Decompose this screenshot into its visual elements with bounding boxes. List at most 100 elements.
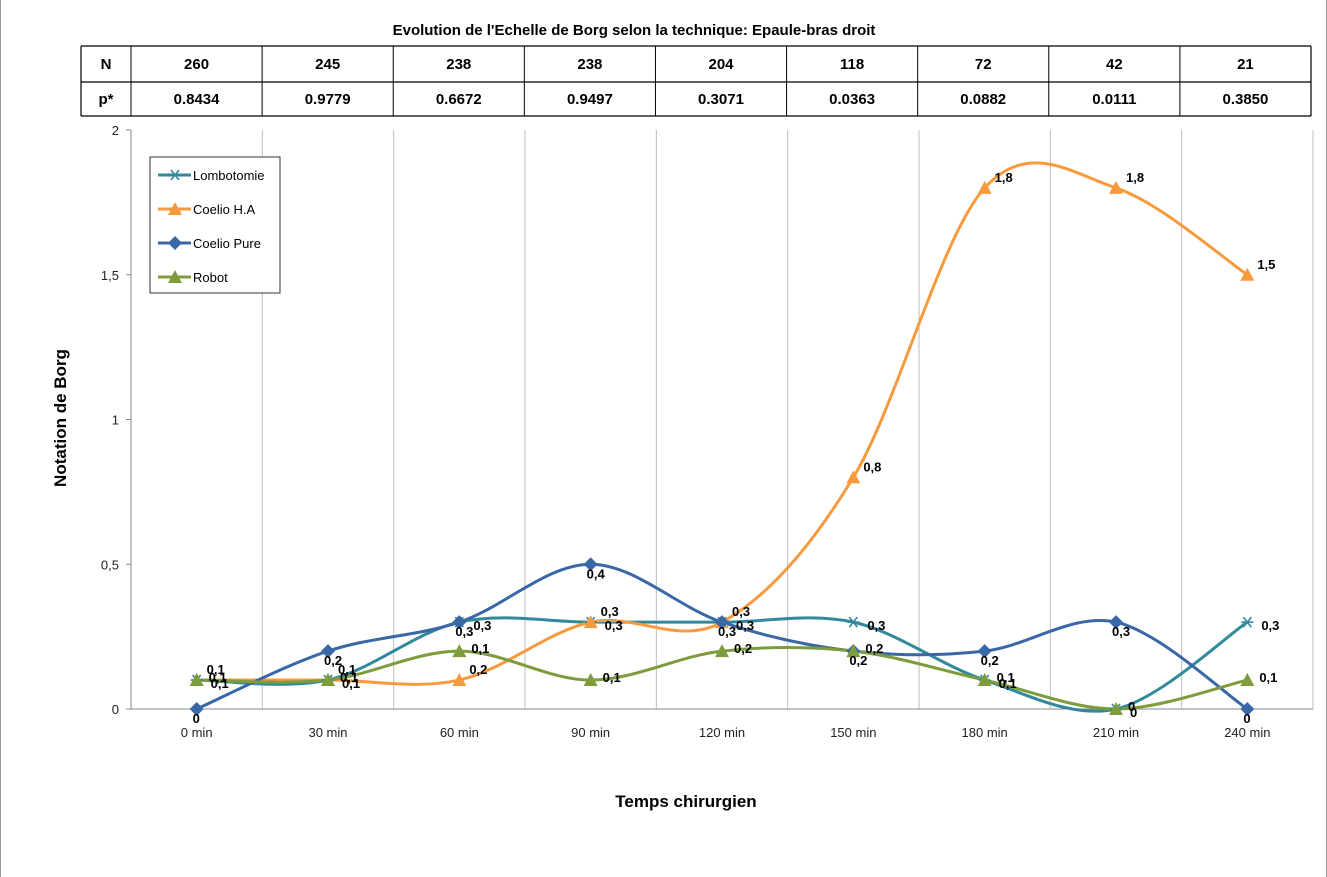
data-label: 0,3 <box>718 624 736 639</box>
data-label: 0,3 <box>1112 624 1130 639</box>
data-point-marker <box>168 202 182 215</box>
table-cell-p: 0.8434 <box>174 91 221 108</box>
marker-stroke <box>1242 616 1252 628</box>
legend-label: Coelio Pure <box>193 236 261 251</box>
x-tick-label: 150 min <box>830 725 876 740</box>
data-point-marker <box>452 673 467 687</box>
x-tick-label: 240 min <box>1224 725 1270 740</box>
chart-title: Evolution de l'Echelle de Borg selon la … <box>393 22 876 39</box>
data-label: 0,1 <box>340 670 358 685</box>
data-point-marker <box>452 644 467 658</box>
data-label: 0 <box>1128 699 1135 714</box>
data-label: 0,3 <box>455 624 473 639</box>
data-label: 0,2 <box>324 653 342 668</box>
data-point-marker <box>189 702 204 716</box>
marker-stroke <box>848 616 858 628</box>
table-cell-p: 0.0111 <box>1092 91 1136 108</box>
data-label: 0,1 <box>997 670 1015 685</box>
y-tick-label: 1 <box>112 413 119 428</box>
data-point-marker <box>583 557 598 572</box>
legend-label: Robot <box>193 270 228 285</box>
data-label: 0,1 <box>338 662 356 677</box>
data-point-marker <box>715 644 729 658</box>
y-tick-label: 1,5 <box>101 268 119 283</box>
data-point-marker <box>583 615 598 629</box>
data-point-marker <box>847 616 860 628</box>
data-label: 0,2 <box>734 641 752 656</box>
y-axis-title: Notation de Borg <box>51 349 70 487</box>
data-label: 0,3 <box>867 618 885 633</box>
data-label: 0,1 <box>1259 670 1277 685</box>
legend-label: Coelio H.A <box>193 202 255 217</box>
legend-label: Lombotomie <box>193 168 265 183</box>
x-tick-label: 120 min <box>699 725 745 740</box>
data-label: 1,8 <box>995 170 1013 185</box>
x-tick-label: 180 min <box>962 725 1008 740</box>
data-label: 0,1 <box>471 641 489 656</box>
table-row-label-n: N <box>101 56 112 73</box>
data-label: 0,3 <box>732 604 750 619</box>
data-point-marker <box>1109 615 1123 630</box>
table-cell-p: 0.3850 <box>1222 91 1268 108</box>
data-point-marker <box>321 673 335 687</box>
data-point-marker <box>1240 702 1255 716</box>
data-point-marker <box>977 180 992 194</box>
table-cell-n: 238 <box>577 56 602 73</box>
data-label: 0,2 <box>865 641 883 656</box>
data-point-marker <box>1240 673 1255 687</box>
data-point-marker <box>977 673 992 687</box>
table-cell-p: 0.9497 <box>567 91 613 108</box>
legend: Lombotomie Coelio H.A Coelio Pure Robot <box>149 156 281 294</box>
series-lines <box>189 161 1255 716</box>
table-cell-n: 42 <box>1106 56 1123 73</box>
data-point-marker <box>169 169 181 181</box>
table-row-label-p: p* <box>99 91 114 108</box>
data-label: 0,1 <box>207 662 225 677</box>
table-cell-n: 21 <box>1237 56 1254 73</box>
data-point-marker <box>715 615 729 630</box>
data-point-marker <box>168 236 182 250</box>
data-label: 0,3 <box>736 618 754 633</box>
grid-lines <box>261 130 1314 709</box>
data-point-marker <box>452 615 467 630</box>
data-label: 0,2 <box>849 653 867 668</box>
data-label: 1,8 <box>1126 170 1144 185</box>
table-cell-p: 0.9779 <box>305 91 351 108</box>
data-point-marker <box>1109 180 1123 194</box>
table-cell-n: 204 <box>708 56 734 73</box>
data-label: 0 <box>1130 705 1137 720</box>
table-cell-n: 260 <box>184 56 209 73</box>
axes: 0 0,5 1 1,5 2 0 min 30 min 60 min 90 min 120 min 1… <box>101 123 1313 740</box>
x-tick-label: 90 min <box>571 725 610 740</box>
data-point-marker <box>1109 702 1123 715</box>
data-label: 0,3 <box>473 618 491 633</box>
data-point-marker <box>846 644 861 658</box>
table-cell-n: 238 <box>446 56 471 73</box>
marker-stroke <box>170 169 180 181</box>
data-point-marker <box>846 470 861 484</box>
data-label: 0,1 <box>999 676 1017 691</box>
x-tick-label: 210 min <box>1093 725 1139 740</box>
data-label: 0,2 <box>981 653 999 668</box>
data-label: 0 <box>193 711 200 726</box>
data-point-marker <box>189 673 204 687</box>
data-label: 0,1 <box>603 670 621 685</box>
data-label: 0,2 <box>469 662 487 677</box>
data-point-marker <box>168 270 182 283</box>
y-tick-label: 0,5 <box>101 557 119 572</box>
x-tick-label: 60 min <box>440 725 479 740</box>
table-cell-p: 0.0363 <box>829 91 875 108</box>
data-table: Np* 260 0.8434 245 0.9779 238 0.6672 238 0.9497 2… <box>80 45 1312 117</box>
data-point-marker <box>1241 616 1254 628</box>
data-label: 0,1 <box>209 670 227 685</box>
data-label: 0,4 <box>587 566 606 581</box>
data-point-marker <box>977 644 992 659</box>
data-labels: 0,1 0,10,3 0,3 0,3 0,30,100,30,1 0,1 0,20,3 0,3… <box>193 170 1280 726</box>
table-cell-n: 72 <box>975 56 992 73</box>
table-cell-p: 0.0882 <box>960 91 1006 108</box>
data-label: 0,3 <box>601 604 619 619</box>
table-cell-n: 118 <box>840 56 864 73</box>
data-point-marker <box>583 673 598 687</box>
x-axis-title: Temps chirurgien <box>615 792 756 811</box>
